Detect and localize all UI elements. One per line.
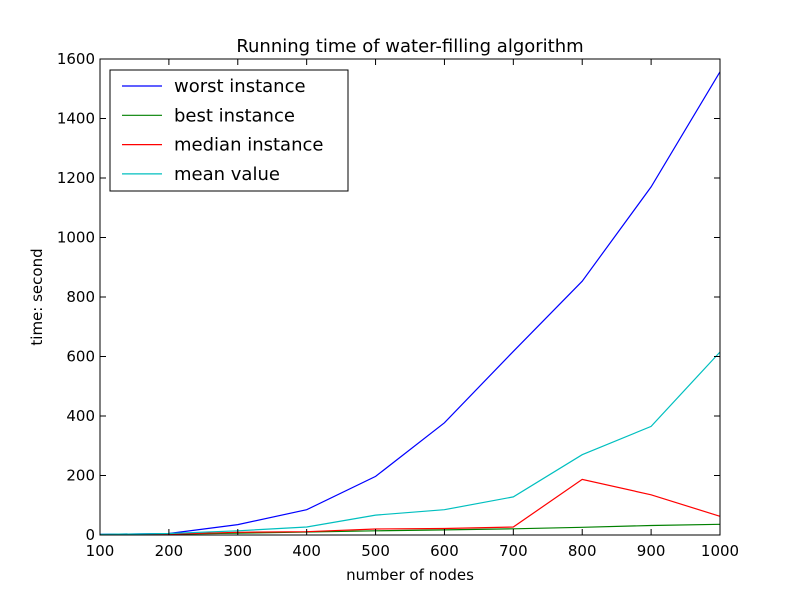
y-tick-label: 800 xyxy=(66,288,95,306)
x-tick-label: 300 xyxy=(223,542,252,560)
x-tick-label: 100 xyxy=(86,542,115,560)
legend-label: mean value xyxy=(174,164,280,185)
x-tick-label: 500 xyxy=(361,542,390,560)
legend-label: worst instance xyxy=(174,76,306,97)
y-tick-label: 1000 xyxy=(57,229,95,247)
legend-label: best instance xyxy=(174,105,295,126)
x-tick-label: 900 xyxy=(637,542,666,560)
legend-box xyxy=(109,69,349,192)
series-line-mean-value xyxy=(99,351,721,535)
x-tick-label: 200 xyxy=(155,542,184,560)
y-axis-title: time: second xyxy=(28,248,46,345)
y-tick-label: 1400 xyxy=(57,110,95,128)
legend: worst instance best instance median instan… xyxy=(109,69,349,192)
series-line-median-instance xyxy=(99,478,721,536)
y-tick-label: 0 xyxy=(85,526,95,544)
chart-title: Running time of water-filling algorithm xyxy=(236,36,583,57)
legend-label: median instance xyxy=(174,135,323,156)
y-tick-label: 600 xyxy=(66,348,95,366)
x-tick-label: 600 xyxy=(430,542,459,560)
plot-area: 100 200 300 400 500 600 700 800 900 1000 0 200 400 60… xyxy=(57,50,739,560)
x-tick-label: 1000 xyxy=(701,542,739,560)
x-axis-title: number of nodes xyxy=(346,566,474,584)
y-tick-label: 200 xyxy=(66,467,95,485)
series-line-worst-instance xyxy=(99,71,721,535)
x-tick-label: 800 xyxy=(568,542,597,560)
y-tick-label: 400 xyxy=(66,407,95,425)
y-tick-label: 1200 xyxy=(57,169,95,187)
x-tick-label: 700 xyxy=(499,542,528,560)
x-tick-label: 400 xyxy=(292,542,321,560)
y-tick-label: 1600 xyxy=(57,50,95,68)
